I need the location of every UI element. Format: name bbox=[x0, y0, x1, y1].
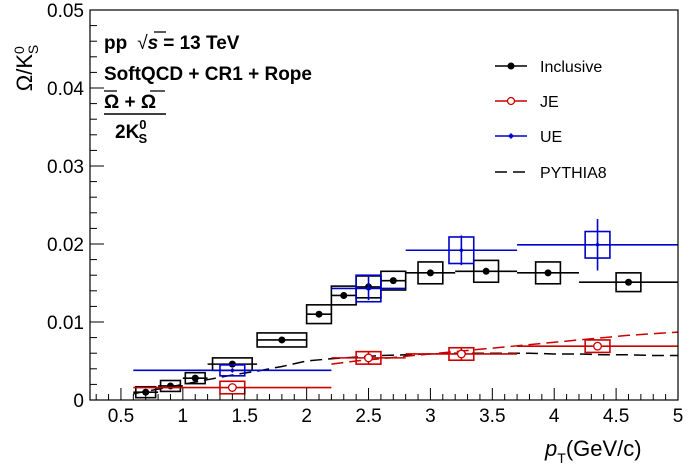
plot-area bbox=[133, 219, 679, 399]
legend-entry-je: JE bbox=[495, 94, 559, 111]
x-tick-label: 1.5 bbox=[232, 406, 258, 427]
data-point-inclusive bbox=[624, 278, 632, 286]
data-point-ue bbox=[229, 367, 235, 373]
legend-marker-je bbox=[506, 96, 516, 106]
y-tick-label: 0.04 bbox=[47, 79, 84, 100]
legend-label-ue: UE bbox=[540, 129, 562, 146]
x-tick-label: 4 bbox=[549, 406, 560, 427]
data-point-inclusive bbox=[278, 336, 286, 344]
data-point-je bbox=[364, 353, 373, 363]
x-tick-label: 4.5 bbox=[603, 406, 629, 427]
data-point-inclusive bbox=[142, 388, 150, 396]
legend-label-je: JE bbox=[540, 94, 559, 111]
y-tick-label: 0.02 bbox=[47, 235, 84, 256]
plot-frame bbox=[89, 9, 679, 401]
annotation-collision: pp √s = 13 TeV bbox=[104, 33, 240, 54]
data-point-ue bbox=[366, 285, 372, 291]
y-tick-label: 0.01 bbox=[47, 313, 84, 334]
data-point-ue bbox=[595, 242, 601, 248]
data-point-inclusive bbox=[389, 277, 397, 285]
annotation-ratio-numerator: Ω + Ω bbox=[104, 92, 156, 113]
legend-marker-inclusive bbox=[507, 62, 515, 70]
data-point-ue bbox=[458, 247, 464, 253]
data-point-inclusive bbox=[315, 310, 323, 318]
x-axis-title: pT(GeV/c) bbox=[544, 436, 642, 466]
legend-label-inclusive: Inclusive bbox=[540, 59, 602, 76]
data-point-je bbox=[456, 349, 466, 359]
annotation-ratio-denominator: 2K0 S bbox=[115, 117, 148, 146]
data-point-inclusive bbox=[482, 267, 490, 275]
legend-marker-ue bbox=[508, 133, 514, 139]
x-tick-label: 1 bbox=[178, 406, 189, 427]
data-point-inclusive bbox=[544, 269, 552, 277]
x-tick-label: 2.5 bbox=[355, 406, 381, 427]
legend-entry-pythia8: PYTHIA8 bbox=[495, 165, 607, 182]
legend-entry-ue: UE bbox=[495, 129, 562, 146]
legend-label-pythia8: PYTHIA8 bbox=[540, 165, 607, 182]
x-tick-label: 3.5 bbox=[479, 406, 505, 427]
data-point-inclusive bbox=[426, 269, 434, 277]
legend-entry-inclusive: Inclusive bbox=[495, 59, 602, 76]
data-point-inclusive bbox=[191, 374, 199, 382]
y-tick-label: 0 bbox=[73, 391, 84, 412]
data-point-inclusive bbox=[166, 382, 174, 390]
data-point-inclusive bbox=[340, 291, 348, 299]
y-tick-label: 0.05 bbox=[47, 1, 84, 22]
data-point-je bbox=[227, 383, 237, 392]
y-tick-label: 0.03 bbox=[47, 157, 84, 178]
x-tick-label: 3 bbox=[425, 406, 436, 427]
y-axis-title: Ω/K0S bbox=[11, 45, 41, 91]
data-point-je bbox=[593, 341, 602, 351]
x-tick-label: 2 bbox=[301, 406, 312, 427]
x-tick-label: 0.5 bbox=[108, 406, 134, 427]
legend: Inclusive JE UE PYTHIA8 bbox=[495, 59, 607, 182]
x-tick-label: 5 bbox=[673, 406, 684, 427]
annotation-model: SoftQCD + CR1 + Rope bbox=[104, 64, 312, 85]
axes: 0.5 1 1.5 2 2.5 3 3.5 4 4.5 5 0 0.01 0.02 0.03 0.04 0.0… bbox=[47, 1, 683, 427]
